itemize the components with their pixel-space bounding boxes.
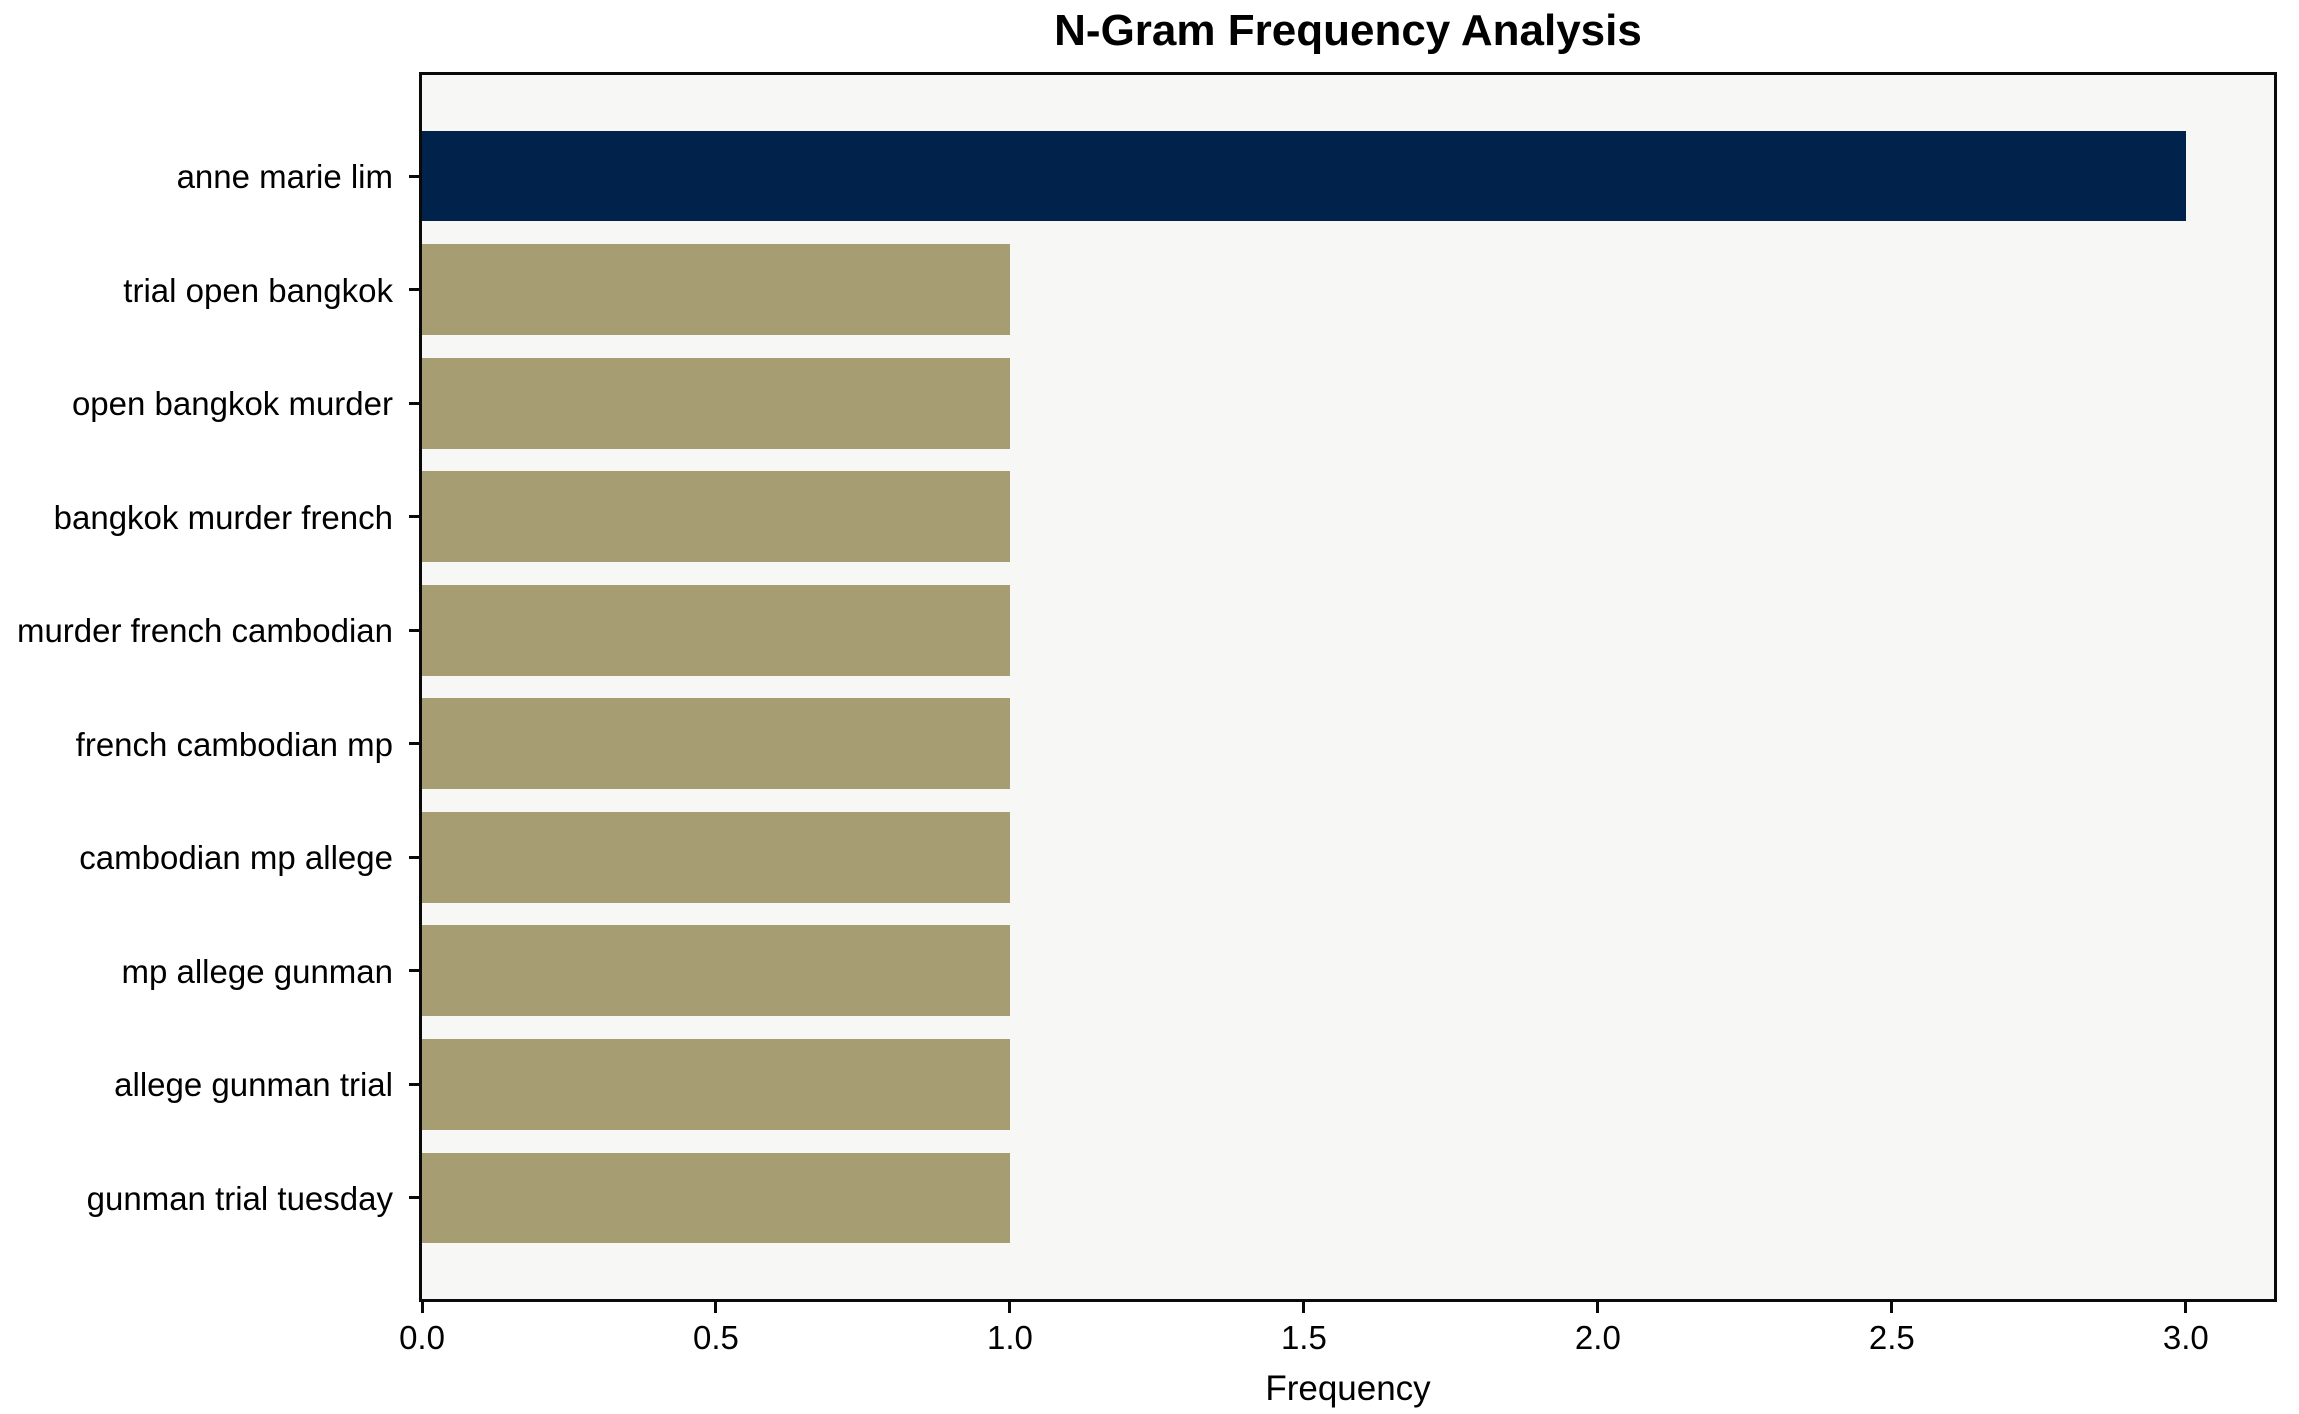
- x-tick-label: 1.5: [1280, 1319, 1327, 1356]
- chart-title: N-Gram Frequency Analysis: [1054, 6, 1642, 55]
- x-tick-mark: [1008, 1302, 1012, 1313]
- y-tick-mark: [409, 855, 419, 859]
- bar: [422, 1038, 1010, 1130]
- category-label: mp allege gunman: [121, 952, 393, 990]
- x-tick-mark: [1302, 1302, 1306, 1313]
- category-label: open bangkok murder: [71, 385, 393, 423]
- x-tick-label: 0.0: [399, 1319, 445, 1356]
- x-tick-label: 1.0: [986, 1319, 1033, 1356]
- y-tick-mark: [409, 969, 419, 973]
- y-tick-mark: [409, 628, 419, 632]
- bar: [422, 244, 1010, 335]
- bar: [422, 925, 1010, 1017]
- x-axis-title: Frequency: [1265, 1369, 1431, 1408]
- bar: [422, 357, 1010, 449]
- x-tick-mark: [2184, 1302, 2188, 1313]
- y-axis-labels: anne marie lim trial open bangkok open ban…: [0, 72, 393, 1302]
- bar: [422, 811, 1010, 903]
- x-tick-label: 3.0: [2162, 1319, 2209, 1356]
- category-label: gunman trial tuesday: [86, 1179, 393, 1217]
- category-label: allege gunman trial: [114, 1066, 393, 1104]
- x-tick-label: 2.0: [1574, 1319, 1621, 1356]
- y-tick-mark: [409, 1196, 419, 1200]
- x-tick-mark: [1890, 1302, 1894, 1313]
- y-tick-mark: [409, 288, 419, 292]
- y-tick-mark: [409, 742, 419, 746]
- y-tick-mark: [409, 515, 419, 519]
- x-tick-label: 0.5: [693, 1319, 739, 1356]
- x-tick-mark: [1596, 1302, 1600, 1313]
- bar: [422, 1152, 1010, 1244]
- category-label: french cambodian mp: [75, 725, 393, 763]
- bar: [422, 471, 1010, 563]
- category-label: cambodian mp allege: [79, 839, 393, 877]
- plot-area: [419, 72, 2277, 1302]
- y-tick-mark: [409, 174, 419, 178]
- y-tick-mark: [409, 401, 419, 405]
- y-tick-mark: [409, 1082, 419, 1086]
- x-tick-mark: [420, 1302, 424, 1313]
- category-label: bangkok murder french: [53, 498, 393, 536]
- category-label: anne marie lim: [176, 158, 393, 196]
- x-tick-mark: [714, 1302, 718, 1313]
- bar: [422, 698, 1010, 790]
- bar: [422, 130, 2186, 222]
- x-tick-label: 2.5: [1868, 1319, 1915, 1356]
- category-label: murder french cambodian: [16, 612, 393, 650]
- category-label: trial open bangkok: [123, 271, 393, 309]
- bar: [422, 584, 1010, 676]
